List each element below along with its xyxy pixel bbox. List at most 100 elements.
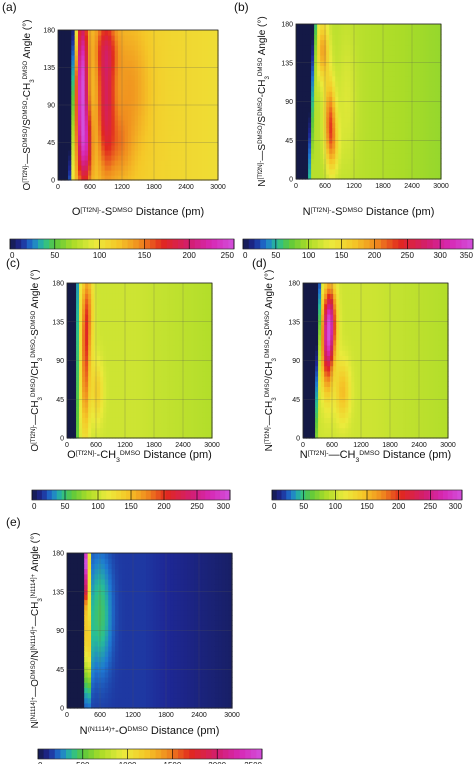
- heatmap-cell: [198, 175, 202, 181]
- heatmap-cell: [434, 111, 439, 118]
- heatmap-cell: [118, 376, 122, 382]
- heatmap-cell: [111, 175, 116, 181]
- heatmap-cell: [374, 70, 379, 77]
- heatmap-cell: [111, 120, 116, 126]
- heatmap-cell: [136, 427, 141, 434]
- heatmap-cell: [184, 396, 189, 403]
- heatmap-cell: [350, 142, 354, 149]
- heatmap-cell: [371, 132, 376, 139]
- heatmap-cell: [335, 158, 339, 165]
- heatmap-cell: [163, 365, 168, 372]
- heatmap-cell: [121, 288, 125, 294]
- heatmap-cell: [208, 135, 212, 141]
- x-tick-label: 600: [84, 184, 96, 191]
- heatmap-cell: [139, 432, 144, 439]
- heatmap-cell: [327, 329, 331, 336]
- heatmap-cell: [309, 370, 313, 377]
- heatmap-cell: [73, 370, 77, 377]
- heatmap-cell: [392, 117, 397, 123]
- heatmap-cell: [312, 412, 316, 418]
- heatmap-cell: [315, 427, 319, 434]
- heatmap-cell: [148, 303, 153, 310]
- heatmap-cell: [324, 386, 328, 393]
- heatmap-cell: [321, 339, 325, 346]
- heatmap-cell: [386, 148, 391, 154]
- heatmap-cell: [145, 386, 150, 393]
- heatmap-cell: [416, 137, 421, 144]
- heatmap-cell: [168, 150, 172, 156]
- panel-label: (c): [6, 256, 20, 270]
- heatmap-cell: [184, 30, 189, 36]
- heatmap-cell: [82, 324, 86, 331]
- heatmap-cell: [318, 376, 322, 382]
- heatmap-cell: [199, 412, 204, 418]
- heatmap-cell: [359, 49, 364, 56]
- heatmap-cell: [309, 345, 313, 351]
- heatmap-cell: [208, 50, 212, 56]
- heatmap-cell: [81, 30, 86, 36]
- heatmap-cell: [308, 101, 312, 108]
- heatmap-cell: [342, 334, 346, 341]
- heatmap-cell: [141, 95, 146, 101]
- heatmap-cell: [94, 30, 99, 36]
- heatmap-cell: [188, 95, 192, 101]
- heatmap-cell: [103, 303, 107, 310]
- heatmap-cell: [127, 308, 132, 315]
- heatmap-cell: [339, 314, 343, 320]
- heatmap-cell: [398, 24, 403, 30]
- heatmap-cell: [161, 105, 166, 111]
- heatmap-cell: [314, 168, 318, 175]
- heatmap-cell: [181, 130, 186, 136]
- heatmap-cell: [371, 158, 376, 165]
- heatmap-cell: [151, 386, 156, 393]
- heatmap-cell: [121, 50, 126, 56]
- heatmap-cell: [74, 145, 79, 151]
- heatmap-cell: [82, 412, 86, 418]
- heatmap-cell: [178, 432, 183, 439]
- heatmap-cell: [336, 391, 340, 398]
- heatmap-cell: [413, 65, 418, 72]
- heatmap-cell: [151, 396, 156, 403]
- heatmap-cell: [338, 153, 342, 159]
- heatmap-cell: [68, 120, 72, 126]
- heatmap-cell: [342, 350, 346, 356]
- heatmap-cell: [111, 45, 116, 51]
- heatmap-cell: [317, 153, 321, 159]
- heatmap-cell: [81, 155, 86, 161]
- heatmap-cell: [312, 365, 316, 372]
- heatmap-cell: [114, 175, 119, 181]
- heatmap-cell: [94, 80, 99, 86]
- heatmap-cell: [428, 44, 433, 51]
- heatmap-cell: [362, 96, 367, 103]
- heatmap-cell: [91, 115, 96, 121]
- heatmap-cell: [174, 155, 179, 161]
- heatmap-cell: [398, 111, 403, 118]
- heatmap-cell: [181, 329, 186, 336]
- heatmap-cell: [163, 381, 168, 387]
- heatmap-cell: [365, 80, 370, 87]
- heatmap-cell: [327, 386, 331, 393]
- heatmap-cell: [148, 60, 152, 66]
- heatmap-cell: [335, 65, 339, 72]
- heatmap-cell: [84, 65, 89, 71]
- heatmap-cell: [198, 100, 202, 106]
- heatmap-cell: [309, 334, 313, 341]
- colorbar-tick-label: 250: [401, 251, 415, 260]
- heatmap-cell: [342, 386, 346, 393]
- heatmap-cell: [327, 345, 331, 351]
- heatmap-cell: [208, 376, 213, 382]
- heatmap-cell: [78, 130, 82, 136]
- heatmap-cell: [308, 168, 312, 175]
- heatmap-cell: [324, 288, 328, 294]
- heatmap-cell: [166, 355, 171, 362]
- heatmap-cell: [305, 86, 309, 92]
- heatmap-cell: [374, 91, 379, 97]
- heatmap-cell: [163, 293, 168, 300]
- heatmap-cell: [79, 303, 83, 310]
- heatmap-cell: [320, 168, 324, 175]
- heatmap-cell: [157, 329, 162, 336]
- heatmap-cell: [315, 381, 319, 387]
- heatmap-cell: [64, 95, 69, 101]
- heatmap-cell: [309, 298, 313, 305]
- heatmap-cell: [88, 314, 92, 320]
